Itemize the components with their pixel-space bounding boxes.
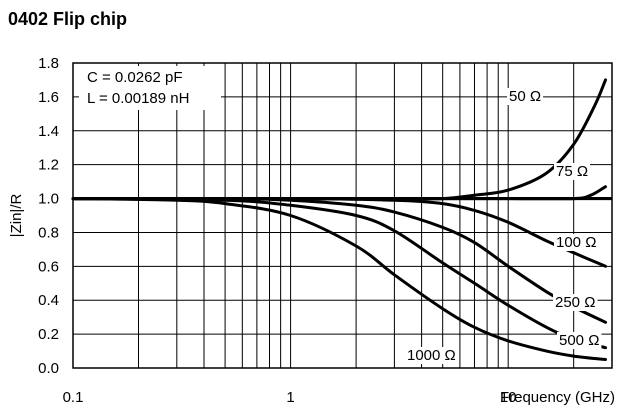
plot-frame <box>72 62 613 369</box>
series-label-bg <box>553 294 598 311</box>
y-tick-label: 1.0 <box>38 191 59 208</box>
series-label-1: 75 Ω <box>556 163 588 180</box>
series-label-2: 100 Ω <box>556 234 596 251</box>
y-tick-label: 0.4 <box>38 292 59 309</box>
horizontal-gridlines <box>73 96 612 335</box>
series-label-bg <box>405 347 458 364</box>
y-tick-label: 1.6 <box>38 89 59 106</box>
chart-title: 0402 Flip chip <box>8 9 128 29</box>
series-label-bg <box>557 332 602 349</box>
series-lines <box>71 78 607 361</box>
x-tick-label: 1 <box>286 389 294 406</box>
y-tick-label: 0.0 <box>38 360 59 377</box>
series-label-0: 50 Ω <box>509 88 541 105</box>
series-line-3 <box>71 196 607 324</box>
annotation-box: C = 0.0262 pF L = 0.00189 nH <box>79 66 221 110</box>
x-tick-label: 0.1 <box>63 389 84 406</box>
y-axis-label: |Zin|/R <box>8 194 25 238</box>
annotation-inductance: L = 0.00189 nH <box>87 90 189 107</box>
series-label-4: 500 Ω <box>559 332 599 349</box>
series-label-bg <box>554 163 591 180</box>
y-tick-label: 1.8 <box>38 55 59 72</box>
y-tick-label: 0.2 <box>38 326 59 343</box>
x-axis-label: Frequency (GHz) <box>500 389 615 406</box>
annotation-capacitance: C = 0.0262 pF <box>87 69 182 86</box>
y-tick-label: 0.6 <box>38 258 59 275</box>
y-tick-label: 0.8 <box>38 224 59 241</box>
series-labels: 50 Ω 75 Ω 100 Ω 250 Ω 500 Ω 1000 Ω <box>405 88 602 364</box>
y-tick-label: 1.4 <box>38 123 59 140</box>
y-tick-label: 1.2 <box>38 157 59 174</box>
x-tick-label: 10 <box>500 389 517 406</box>
x-tick-labels: 0.1 1 10 <box>63 389 517 406</box>
series-label-5: 1000 Ω <box>407 347 456 364</box>
series-line-5 <box>71 197 607 361</box>
series-line-4 <box>71 197 607 350</box>
series-label-bg <box>554 234 599 251</box>
y-tick-labels: 0.0 0.2 0.4 0.6 0.8 1.0 1.2 1.4 1.6 1.8 <box>38 55 59 377</box>
series-label-3: 250 Ω <box>555 294 595 311</box>
series-label-bg <box>507 88 544 105</box>
